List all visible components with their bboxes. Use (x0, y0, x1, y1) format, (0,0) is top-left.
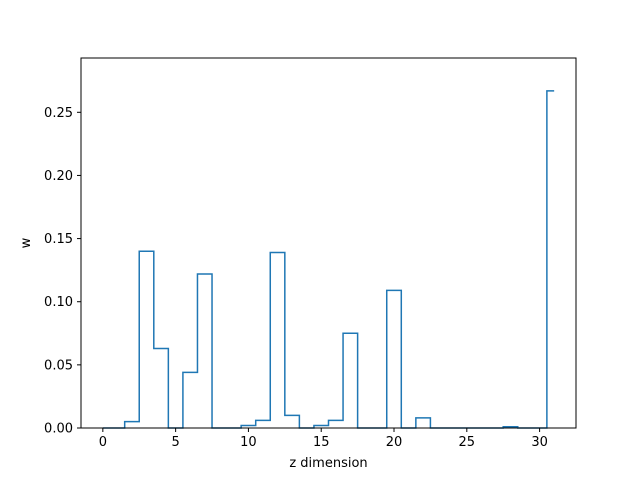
y-tick-label: 0.10 (44, 295, 73, 310)
y-tick-label: 0.20 (44, 169, 73, 184)
y-tick-label: 0.00 (44, 422, 73, 437)
x-ticks: 0 5 10 15 20 25 30 (99, 428, 548, 450)
x-tick-label: 20 (386, 435, 403, 450)
y-tick-label: 0.15 (44, 232, 73, 247)
y-tick-label: 0.05 (44, 358, 73, 373)
y-ticks: 0.00 0.05 0.10 0.15 0.20 0.25 (44, 106, 81, 437)
axes-frame (80, 57, 577, 429)
y-axis-label: w (19, 237, 34, 248)
x-axis-label: z dimension (289, 456, 367, 471)
x-tick-label: 5 (171, 435, 179, 450)
y-tick-label: 0.25 (44, 106, 73, 121)
x-tick-label: 10 (240, 435, 257, 450)
x-tick-label: 25 (459, 435, 476, 450)
x-tick-label: 30 (531, 435, 548, 450)
x-tick-label: 0 (99, 435, 107, 450)
x-tick-label: 15 (313, 435, 330, 450)
